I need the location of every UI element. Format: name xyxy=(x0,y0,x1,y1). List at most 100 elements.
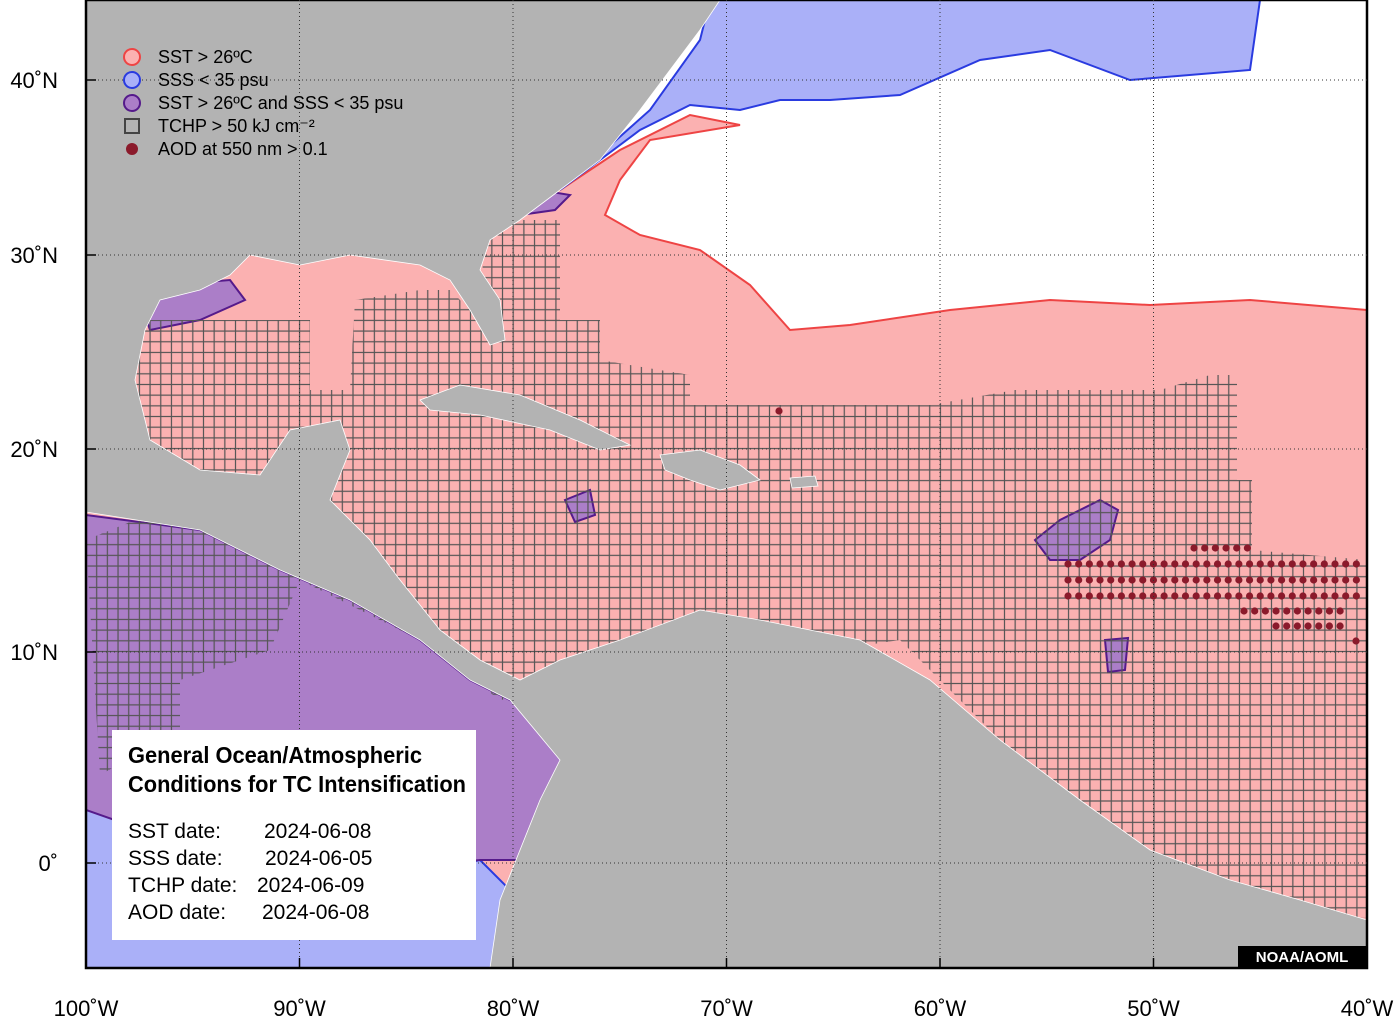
info-title: General Ocean/Atmospheric xyxy=(128,742,422,768)
aod-dot xyxy=(1352,637,1360,645)
aod-dot xyxy=(1352,560,1360,568)
aod-dot xyxy=(1203,576,1211,584)
aod-dot xyxy=(1325,622,1333,630)
aod-dot xyxy=(1160,560,1168,568)
date-label: AOD date: xyxy=(128,901,226,924)
aod-dot xyxy=(1267,560,1275,568)
y-tick-label: 20˚N xyxy=(10,437,58,462)
legend-label: TCHP > 50 kJ cm⁻² xyxy=(158,116,315,136)
aod-dot xyxy=(1315,622,1323,630)
aod-dot xyxy=(1139,576,1147,584)
aod-dot xyxy=(1342,576,1350,584)
aod-dot xyxy=(1139,560,1147,568)
aod-dot xyxy=(1235,576,1243,584)
y-tick-label: 10˚N xyxy=(10,640,58,665)
aod-dot xyxy=(1283,607,1291,615)
x-tick-label: 90˚W xyxy=(273,996,326,1019)
aod-dot xyxy=(1213,560,1222,568)
legend-symbol xyxy=(124,118,140,134)
aod-dot xyxy=(1251,607,1259,615)
aod-dot xyxy=(1117,576,1125,584)
tchp-region xyxy=(86,220,1367,918)
legend-label: SST > 26ºC xyxy=(158,47,253,67)
aod-dot xyxy=(1283,622,1291,630)
aod-dot xyxy=(1107,576,1115,584)
date-value: 2024-06-08 xyxy=(264,820,371,843)
aod-dot xyxy=(1299,576,1307,584)
legend-label: AOD at 550 nm > 0.1 xyxy=(158,139,328,159)
aod-dot xyxy=(1288,592,1296,600)
aod-dot xyxy=(1310,576,1318,584)
aod-dot xyxy=(1085,592,1093,600)
aod-dot xyxy=(1160,592,1168,600)
aod-dot xyxy=(1293,607,1301,615)
aod-dot xyxy=(1064,576,1072,584)
aod-dot xyxy=(1181,576,1190,584)
aod-dot xyxy=(1304,622,1312,630)
aod-dot xyxy=(1192,560,1200,568)
aod-dot xyxy=(1139,592,1147,600)
aod-dot xyxy=(1272,607,1280,615)
aod-dot xyxy=(1331,560,1339,568)
date-value: 2024-06-08 xyxy=(262,901,369,924)
aod-dot xyxy=(1224,592,1232,600)
aod-dot xyxy=(1213,592,1222,600)
date-label: TCHP date: xyxy=(128,874,237,897)
aod-dot xyxy=(1233,544,1241,552)
aod-dot xyxy=(1107,592,1115,600)
aod-dot xyxy=(1336,607,1344,615)
x-tick-label: 80˚W xyxy=(487,996,540,1019)
aod-dot xyxy=(1192,576,1200,584)
aod-dot xyxy=(1352,576,1360,584)
aod-dot xyxy=(1128,576,1136,584)
aod-dot xyxy=(1213,576,1222,584)
aod-dot xyxy=(1278,560,1286,568)
legend-symbol xyxy=(126,143,138,155)
aod-dot xyxy=(1128,592,1136,600)
aod-dot xyxy=(1235,592,1243,600)
credit-bg xyxy=(1238,946,1366,967)
aod-dot xyxy=(1245,576,1254,584)
aod-dot xyxy=(1181,592,1190,600)
aod-dot xyxy=(1299,592,1307,600)
land xyxy=(86,0,1367,968)
aod-dots xyxy=(775,407,1360,645)
aod-dot xyxy=(1160,576,1168,584)
legend-symbol xyxy=(123,94,141,112)
aod-dot xyxy=(1075,576,1083,584)
aod-dot xyxy=(1192,592,1200,600)
info-box-bg xyxy=(112,730,476,940)
aod-dot xyxy=(1304,607,1312,615)
aod-dot xyxy=(1211,544,1219,552)
aod-dot xyxy=(1267,592,1275,600)
aod-dot xyxy=(1075,560,1083,568)
aod-dot xyxy=(1342,560,1350,568)
aod-dot xyxy=(1224,576,1232,584)
aod-dot xyxy=(1203,592,1211,600)
aod-dot xyxy=(1342,592,1350,600)
aod-dot xyxy=(1325,607,1334,615)
aod-dot xyxy=(1190,544,1198,552)
aod-dot xyxy=(1278,576,1286,584)
aod-dot xyxy=(1096,560,1104,568)
aod-dot xyxy=(1256,560,1264,568)
y-tick-label: 40˚N xyxy=(10,68,58,93)
aod-dot xyxy=(1267,576,1275,584)
x-tick-label: 70˚W xyxy=(700,996,753,1019)
legend-label: SSS < 35 psu xyxy=(158,70,269,90)
aod-dot xyxy=(1336,622,1344,630)
aod-dot xyxy=(1085,576,1093,584)
aod-dot xyxy=(1272,622,1280,630)
x-tick-label: 60˚W xyxy=(914,996,967,1019)
aod-dot xyxy=(1278,592,1286,600)
aod-dot xyxy=(1245,592,1254,600)
aod-dot xyxy=(1224,560,1232,568)
info-box: General Ocean/Atmospheric Conditions for… xyxy=(112,730,476,940)
aod-dot xyxy=(1240,607,1248,615)
y-tick-label: 0˚ xyxy=(38,851,58,876)
aod-dot xyxy=(1075,592,1083,600)
aod-dot xyxy=(1320,560,1328,568)
aod-dot xyxy=(1288,576,1296,584)
aod-dot xyxy=(1256,592,1264,600)
